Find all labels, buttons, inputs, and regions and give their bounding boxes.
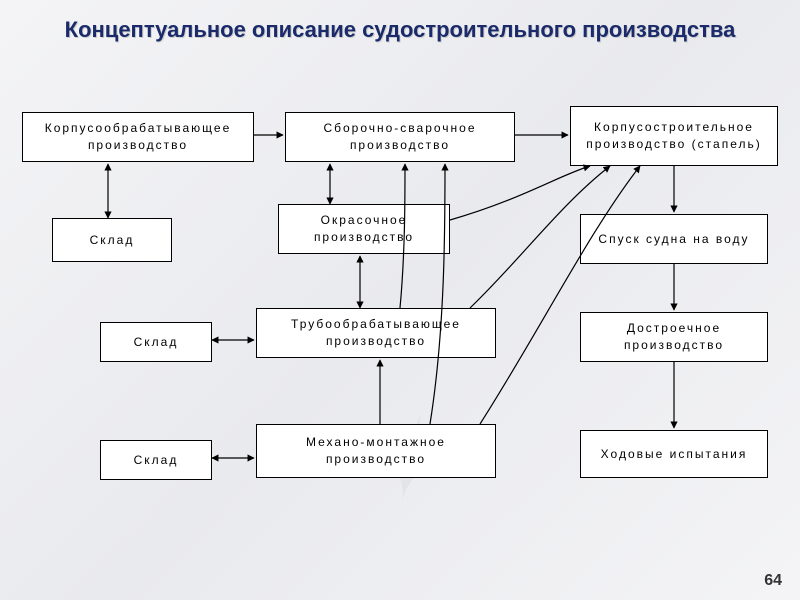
flow-node-label: Корпусообрабатывающее производство [29, 120, 247, 154]
flow-edge [430, 164, 445, 424]
page-number: 64 [764, 572, 782, 590]
flow-node-label: Трубообрабатывающее производство [263, 316, 489, 350]
flow-node: Склад [52, 218, 172, 262]
flow-edge [480, 166, 640, 424]
flow-node: Окрасочное производство [278, 204, 450, 254]
flow-node-label: Склад [134, 334, 179, 351]
diagram-title: Концептуальное описание судостроительног… [0, 16, 800, 44]
flow-node-label: Механо-монтажное производство [263, 434, 489, 468]
flow-node: Спуск судна на воду [580, 214, 768, 264]
flow-node-label: Спуск судна на воду [598, 231, 749, 248]
flow-node: Механо-монтажное производство [256, 424, 496, 478]
flow-node-label: Склад [134, 452, 179, 469]
edges-layer [0, 0, 800, 600]
flow-node-label: Достроечное производство [587, 320, 761, 354]
flow-edge [450, 166, 590, 220]
flow-node: Сборочно-сварочное производство [285, 112, 515, 162]
flow-node: Трубообрабатывающее производство [256, 308, 496, 358]
flow-node-label: Ходовые испытания [601, 446, 748, 463]
flow-node-label: Склад [90, 232, 135, 249]
flow-node: Корпусообрабатывающее производство [22, 112, 254, 162]
flow-node-label: Окрасочное производство [285, 212, 443, 246]
flow-node: Ходовые испытания [580, 430, 768, 478]
flow-node-label: Корпусостроительное производство (стапел… [577, 119, 771, 153]
flow-node: Склад [100, 440, 212, 480]
flow-node: Корпусостроительное производство (стапел… [570, 106, 778, 166]
flow-node: Достроечное производство [580, 312, 768, 362]
flow-node-label: Сборочно-сварочное производство [292, 120, 508, 154]
flow-node: Склад [100, 322, 212, 362]
